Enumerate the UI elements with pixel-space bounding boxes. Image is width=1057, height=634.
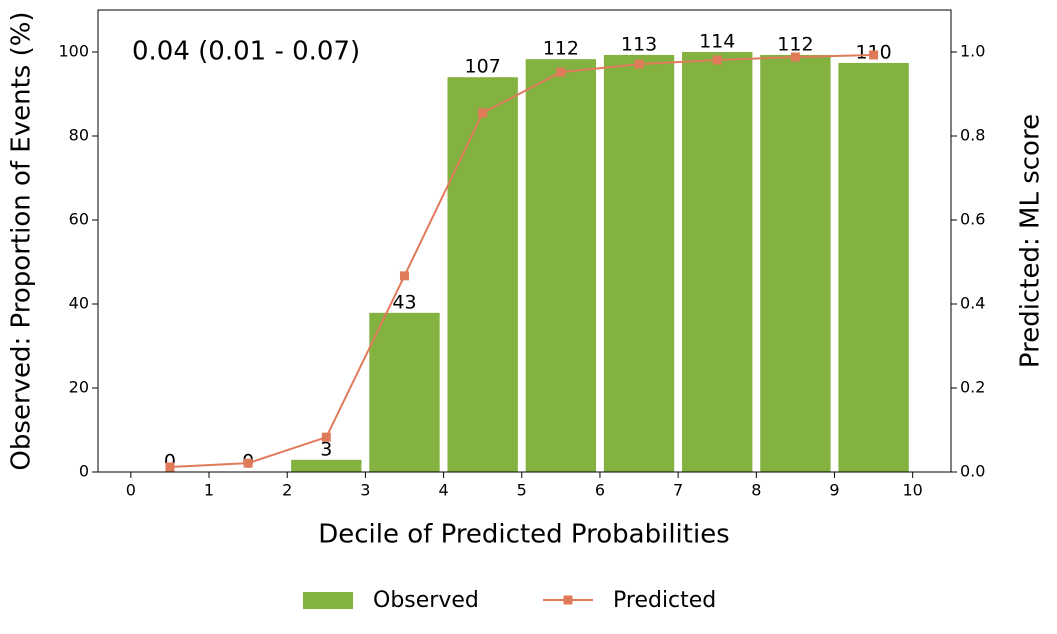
- marker: [869, 50, 879, 60]
- bar-label: 3: [320, 438, 332, 460]
- bar-label: 114: [699, 31, 735, 53]
- marker: [478, 108, 488, 118]
- x-tick-label: 10: [903, 481, 923, 500]
- bar-label: 112: [777, 33, 813, 55]
- bar: [291, 459, 362, 472]
- y-tick-label: 40: [69, 294, 89, 313]
- y-tick-label: 20: [69, 378, 89, 397]
- y2-tick-label: 0.4: [960, 294, 985, 313]
- bar: [447, 77, 518, 472]
- x-tick-label: 5: [517, 481, 527, 500]
- legend-label: Predicted: [613, 588, 716, 613]
- annotation: 0.04 (0.01 - 0.07): [132, 37, 360, 67]
- y2-tick-label: 0.2: [960, 378, 985, 397]
- x-tick-label: 4: [438, 481, 448, 500]
- bar: [525, 59, 597, 472]
- y-tick-label: 100: [58, 42, 89, 61]
- bar: [682, 52, 753, 472]
- x-tick-label: 1: [204, 481, 214, 500]
- bar: [369, 312, 440, 472]
- marker: [712, 55, 722, 65]
- x-tick-label: 8: [751, 481, 761, 500]
- bar: [838, 62, 909, 473]
- x-tick-label: 2: [282, 481, 292, 500]
- marker: [399, 271, 409, 281]
- line: [169, 53, 874, 468]
- y2-tick-label: 0.6: [960, 210, 985, 229]
- marker: [790, 52, 800, 62]
- y2-tick-label: 1.0: [960, 42, 985, 61]
- bar-label: 107: [465, 56, 501, 78]
- legend-swatch: [303, 592, 353, 609]
- marker: [556, 67, 566, 77]
- bar-label: 113: [621, 33, 657, 55]
- x-tick-label: 9: [829, 481, 839, 500]
- y2-tick-label: 0.8: [960, 126, 985, 145]
- marker: [243, 458, 253, 468]
- legend-label: Observed: [373, 588, 479, 613]
- bar-label: 43: [392, 291, 416, 313]
- y2-axis-label: Predicted: ML score: [1016, 114, 1046, 368]
- marker: [321, 432, 331, 442]
- x-tick-label: 6: [595, 481, 605, 500]
- bar: [760, 54, 831, 472]
- y-tick-label: 0: [79, 462, 89, 481]
- plot-frame: [97, 9, 952, 473]
- x-tick-label: 3: [360, 481, 370, 500]
- y-tick-label: 80: [69, 126, 89, 145]
- bar-label: 112: [543, 38, 579, 60]
- x-tick-label: 7: [673, 481, 683, 500]
- x-tick-label: 0: [126, 481, 136, 500]
- y-axis-label: Observed: Proportion of Events (%): [7, 11, 37, 470]
- x-axis-label: Decile of Predicted Probabilities: [318, 520, 729, 550]
- bar: [603, 54, 675, 472]
- y2-tick-label: 0.0: [960, 462, 985, 481]
- y-tick-label: 60: [69, 210, 89, 229]
- legend-marker: [563, 595, 573, 605]
- marker: [165, 462, 175, 472]
- marker: [634, 59, 644, 69]
